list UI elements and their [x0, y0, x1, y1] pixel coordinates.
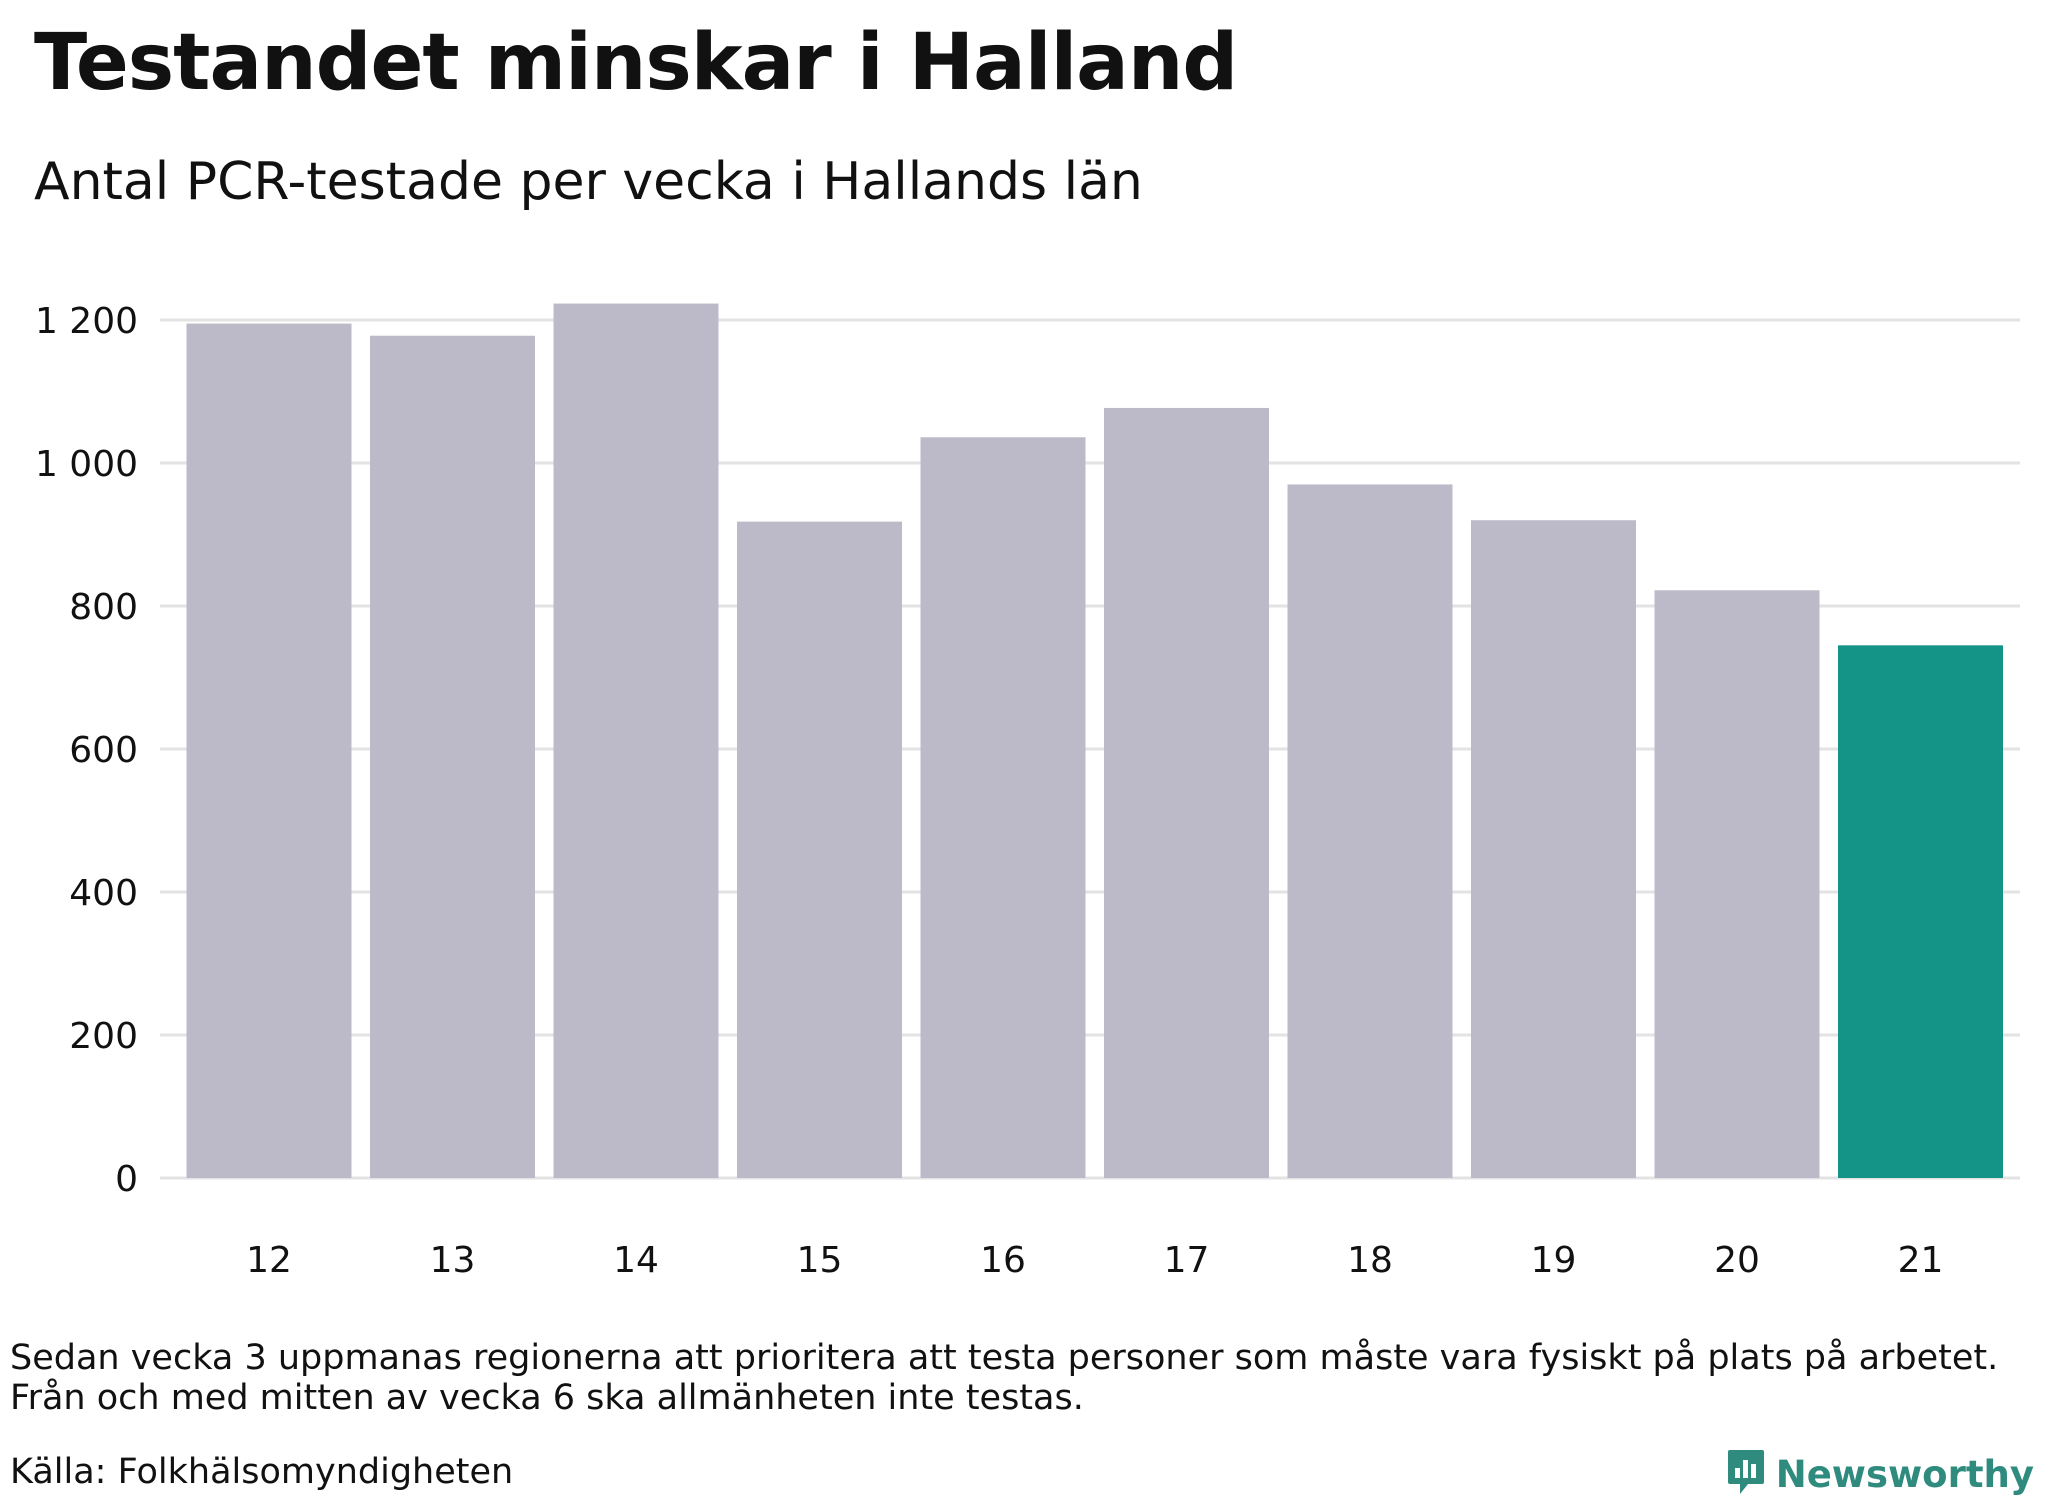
- source-label: Källa: Folkhälsomyndigheten: [10, 1452, 514, 1492]
- x-tick-label: 15: [797, 1240, 843, 1281]
- bar-week-13: [370, 335, 535, 1179]
- bar-chart: 0 200 400 600 800 1 000 1 200 12 13 14 15 16 17 18 19…: [35, 301, 2020, 1281]
- x-tick-label: 17: [1164, 1240, 1210, 1281]
- y-tick-label: 400: [69, 873, 138, 914]
- x-tick-label: 19: [1531, 1240, 1577, 1281]
- y-tick-label: 1 000: [35, 444, 138, 485]
- newsworthy-logo-icon: [1726, 1448, 1766, 1500]
- bar-week-12: [186, 323, 352, 1178]
- x-tick-label: 16: [980, 1240, 1026, 1281]
- x-tick-label: 13: [430, 1240, 476, 1281]
- brand: Newsworthy: [1726, 1448, 2034, 1500]
- bar-week-15: [737, 521, 902, 1178]
- bar-week-18: [1287, 484, 1453, 1178]
- chart-subtitle: Antal PCR-testade per vecka i Hallands l…: [34, 152, 1143, 212]
- x-tick-label: 12: [246, 1240, 292, 1281]
- note-line-2: Från och med mitten av vecka 6 ska allmä…: [10, 1378, 1084, 1418]
- chart-title: Testandet minskar i Halland: [34, 18, 1238, 108]
- x-tick-label: 18: [1347, 1240, 1393, 1281]
- y-tick-label: 0: [115, 1159, 138, 1200]
- bar-week-19: [1471, 520, 1636, 1178]
- x-tick-label: 21: [1898, 1240, 1944, 1281]
- bar-week-21: [1838, 645, 2003, 1178]
- bar-week-14: [553, 303, 719, 1178]
- y-tick-label: 600: [69, 730, 138, 771]
- bar-week-17: [1104, 407, 1269, 1178]
- y-axis-ticks: 0 200 400 600 800 1 000 1 200: [35, 301, 138, 1200]
- x-tick-label: 14: [613, 1240, 659, 1281]
- note-line-1: Sedan vecka 3 uppmanas regionerna att pr…: [10, 1338, 1999, 1378]
- y-tick-label: 1 200: [35, 301, 138, 342]
- chart-note: Sedan vecka 3 uppmanas regionerna att pr…: [10, 1338, 1998, 1418]
- x-tick-label: 20: [1714, 1240, 1760, 1281]
- y-tick-label: 800: [69, 587, 138, 628]
- y-tick-label: 200: [69, 1016, 138, 1057]
- bars: [186, 303, 2003, 1179]
- x-axis-ticks: 12 13 14 15 16 17 18 19 20 21: [246, 1240, 1943, 1281]
- bar-week-20: [1654, 590, 1820, 1178]
- brand-name: Newsworthy: [1775, 1452, 2034, 1496]
- bar-week-16: [920, 437, 1086, 1178]
